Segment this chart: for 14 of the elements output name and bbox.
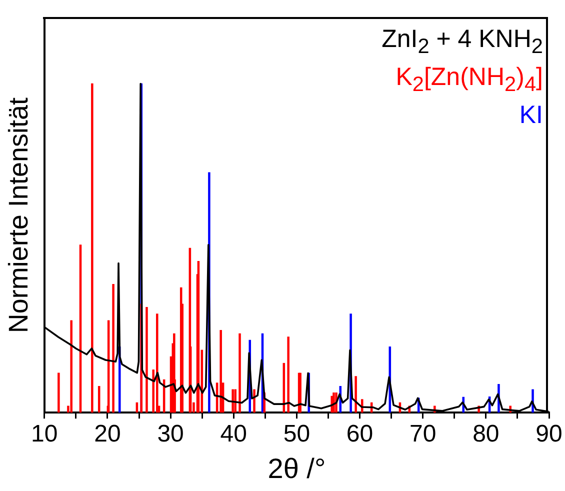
x-tick-label: 80 — [472, 420, 500, 448]
x-axis-title: 2θ /° — [268, 452, 326, 484]
x-tick-label: 60 — [346, 420, 374, 448]
x-tick-label: 50 — [283, 420, 310, 448]
text: ZnI$_{2}$ + 4 KNH$_{2}$ — [382, 24, 543, 60]
y-axis-title: Normierte Intensität — [4, 97, 34, 334]
text: KI — [518, 100, 543, 130]
x-tick-label: 20 — [94, 420, 121, 448]
x-tick-label: 40 — [220, 420, 247, 448]
x-tick-label: 70 — [410, 420, 436, 448]
text: K$_{2}$[Zn(NH$_{2}$)$_{4}$] — [394, 62, 543, 98]
x-tick-label: 30 — [157, 420, 184, 448]
x-tick-label: 90 — [536, 420, 562, 448]
x-tick-label: 10 — [31, 420, 58, 448]
